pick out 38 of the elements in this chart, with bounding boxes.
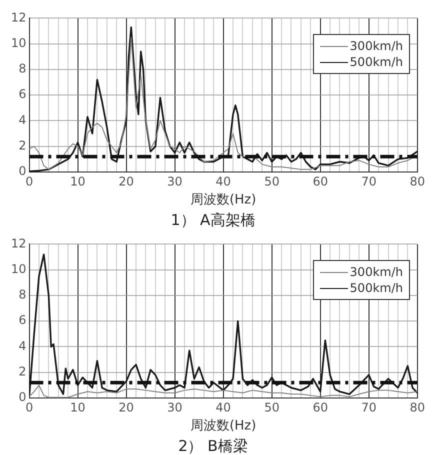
x-tick-label: 80 bbox=[410, 174, 426, 188]
x-tick-label: 80 bbox=[410, 400, 426, 414]
legend-label: 300km/h bbox=[350, 264, 403, 280]
x-tick-label: 10 bbox=[70, 174, 86, 188]
legend-label: 300km/h bbox=[350, 38, 403, 54]
legend-label: 500km/h bbox=[350, 280, 403, 296]
x-tick-label: 50 bbox=[264, 174, 280, 188]
x-tick-label: 40 bbox=[216, 174, 231, 188]
y-tick-label: 2 bbox=[18, 364, 26, 378]
x-tick-label: 30 bbox=[167, 174, 182, 188]
x-tick-label: 70 bbox=[361, 400, 376, 414]
y-tick-label: 8 bbox=[18, 288, 26, 302]
x-tick-label: 40 bbox=[216, 400, 231, 414]
x-axis-title: 周波数(Hz) bbox=[190, 192, 256, 208]
x-tick-label: 10 bbox=[70, 400, 86, 414]
x-tick-label: 20 bbox=[118, 174, 134, 188]
legend-label: 500km/h bbox=[350, 54, 403, 70]
x-tick-label: 60 bbox=[312, 174, 328, 188]
x-tick-label: 50 bbox=[264, 400, 280, 414]
x-tick-label: 30 bbox=[167, 400, 182, 414]
y-tick-label: 2 bbox=[18, 138, 26, 152]
y-tick-label: 12 bbox=[10, 10, 26, 24]
x-axis-title: 周波数(Hz) bbox=[190, 418, 256, 434]
y-tick-label: 10 bbox=[10, 36, 26, 50]
y-tick-label: 4 bbox=[18, 112, 26, 127]
y-tick-label: 0 bbox=[18, 390, 26, 404]
x-tick-label: 70 bbox=[361, 174, 376, 188]
text: 2） B橋梁 bbox=[178, 436, 248, 455]
x-tick-label: 20 bbox=[118, 400, 134, 414]
y-tick-label: 12 bbox=[10, 236, 26, 250]
y-tick-label: 0 bbox=[18, 164, 26, 178]
y-tick-label: 6 bbox=[18, 313, 26, 328]
x-tick-label: 60 bbox=[312, 400, 328, 414]
y-tick-label: 8 bbox=[18, 62, 26, 76]
y-tick-label: 10 bbox=[10, 262, 26, 276]
text: 1） A高架橋 bbox=[170, 210, 256, 229]
y-tick-label: 4 bbox=[18, 338, 26, 353]
y-tick-label: 6 bbox=[18, 87, 26, 102]
